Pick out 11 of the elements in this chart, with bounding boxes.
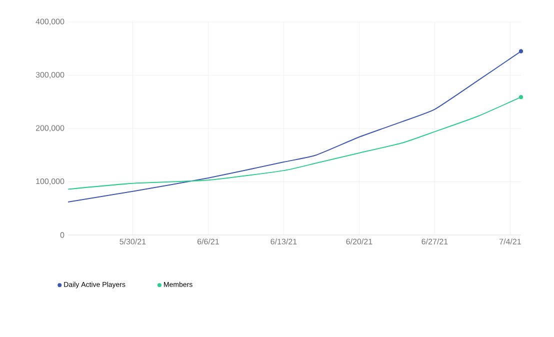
y-tick-label: 400,000	[36, 18, 64, 26]
y-tick-label: 300,000	[36, 72, 64, 79]
x-tick-label: 7/4/21	[499, 238, 521, 244]
x-tick-label: 6/6/21	[198, 238, 219, 244]
x-tick-label: 6/20/21	[346, 238, 372, 244]
x-tick-label: 6/13/21	[270, 238, 297, 244]
x-tick-label: 5/30/21	[120, 238, 146, 244]
y-tick-label: 200,000	[36, 125, 64, 132]
y-tick-label: 0	[60, 232, 64, 238]
y-tick-label: 100,000	[36, 178, 64, 186]
x-tick-label: 6/27/21	[422, 238, 448, 244]
